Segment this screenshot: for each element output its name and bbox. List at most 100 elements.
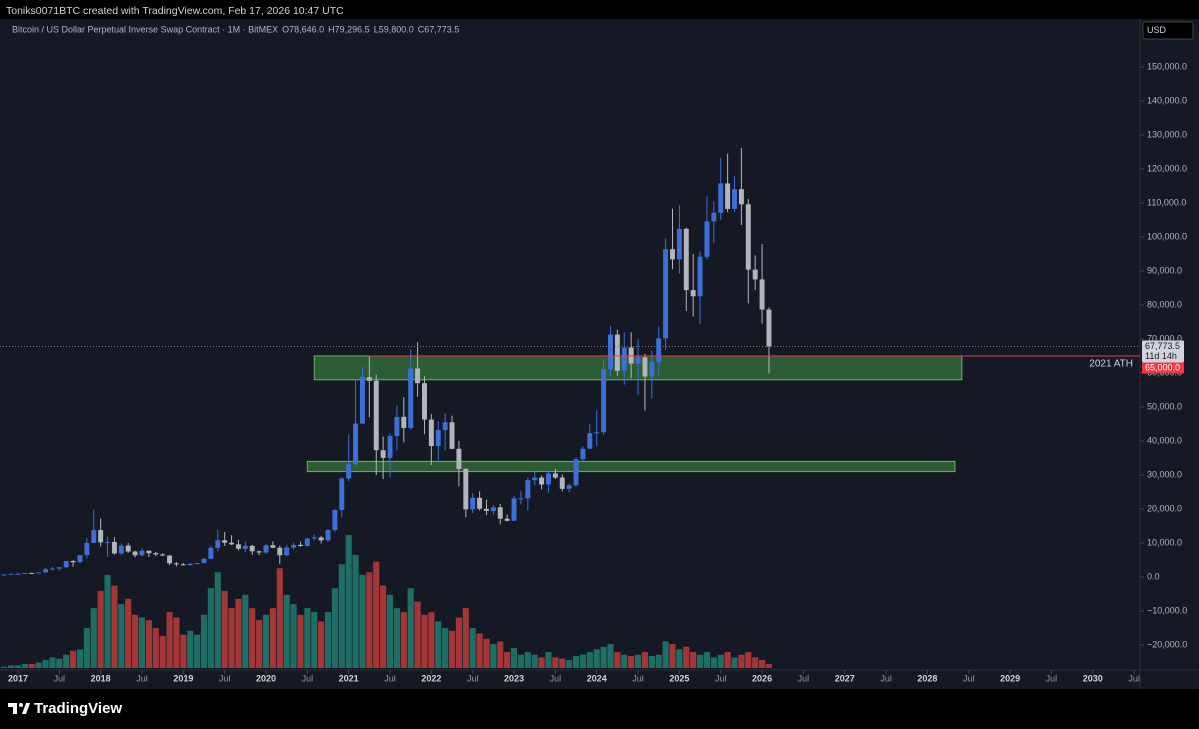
volume-bar <box>76 649 84 668</box>
candle-body <box>311 537 317 539</box>
candle-body <box>160 554 166 556</box>
candle-body <box>573 459 579 486</box>
volume-bar <box>731 657 738 668</box>
volume-bar <box>531 654 538 668</box>
candle-body <box>463 468 469 510</box>
volume-bar <box>28 664 35 668</box>
candle-body <box>401 416 407 429</box>
candle-body <box>394 416 400 437</box>
candle-body <box>277 547 283 556</box>
volume-bar <box>462 608 469 668</box>
volume-bar <box>559 658 566 668</box>
candle-body <box>339 478 345 511</box>
candle-body <box>256 551 262 553</box>
candle-body <box>201 558 207 564</box>
volume-bar <box>648 656 655 668</box>
candle-body <box>111 541 117 554</box>
volume-bar <box>614 652 621 668</box>
x-tick-label: Jul <box>54 673 66 683</box>
candle-body <box>49 568 55 570</box>
candle-body <box>614 334 620 371</box>
volume-bar <box>710 657 717 668</box>
x-tick-label: 2024 <box>587 673 607 683</box>
candle-body <box>745 204 751 270</box>
candle-body <box>297 544 303 546</box>
volume-bar <box>621 654 628 668</box>
volume-bar <box>331 588 338 668</box>
y-tick-label: −20,000.0 <box>1147 639 1187 649</box>
volume-bar <box>56 658 63 668</box>
volume-bar <box>455 617 463 668</box>
candle-body <box>580 448 586 460</box>
x-tick-label: 2018 <box>91 673 111 683</box>
volume-bar <box>187 630 194 668</box>
volume-bar <box>304 608 311 668</box>
level-annotation: 2021 ATH <box>1089 359 1133 370</box>
x-tick-label: 2025 <box>669 673 689 683</box>
volume-bar <box>566 660 573 668</box>
candle-body <box>36 572 42 574</box>
volume-bar <box>414 601 421 668</box>
candle-body <box>353 423 359 465</box>
volume-bar <box>469 628 476 668</box>
volume-bar <box>545 652 552 668</box>
volume-bar <box>497 641 504 668</box>
candle-body <box>642 357 648 377</box>
volume-bar <box>400 612 407 668</box>
volume-bar <box>366 572 373 668</box>
candle-body <box>387 436 393 458</box>
volume-bar <box>152 628 159 668</box>
volume-bar <box>393 608 400 668</box>
ohlc-label: L59,800.0 <box>374 24 414 34</box>
y-tick-label: −10,000.0 <box>1147 605 1187 615</box>
volume-bar <box>696 654 704 668</box>
candle-body <box>725 183 731 209</box>
volume-bar <box>8 665 15 668</box>
candle-body <box>718 183 724 213</box>
candle-body <box>194 563 200 565</box>
candle-body <box>373 380 379 451</box>
last-price-label: 67,773.5 <box>1145 341 1180 351</box>
volume-bar <box>504 652 511 668</box>
y-tick-label: 70,000.0 <box>1147 333 1182 343</box>
x-tick-label: 2030 <box>1083 673 1103 683</box>
volume-bar <box>386 594 394 668</box>
y-tick-label: 40,000.0 <box>1147 435 1182 445</box>
candle-body <box>766 309 772 347</box>
candle-body <box>8 573 14 575</box>
volume-bar <box>359 574 366 668</box>
candle-body <box>704 221 710 257</box>
candle-body <box>77 555 83 563</box>
volume-bar <box>607 644 614 668</box>
volume-bar <box>318 621 325 668</box>
volume-bar <box>662 641 669 668</box>
candle-body <box>1 574 7 576</box>
volume-bar <box>90 608 97 668</box>
volume-bar <box>1 666 8 668</box>
candle-body <box>29 572 35 574</box>
candle-body <box>63 561 69 568</box>
volume-bar <box>703 652 711 668</box>
x-tick-label: 2026 <box>752 673 772 683</box>
x-tick-label: 2027 <box>835 673 855 683</box>
candle-body <box>587 433 593 449</box>
x-tick-label: Jul <box>1046 673 1058 683</box>
volume-bar <box>442 628 449 668</box>
y-tick-label: 90,000.0 <box>1147 265 1182 275</box>
volume-bar <box>221 590 228 668</box>
y-tick-label: 20,000.0 <box>1147 503 1182 513</box>
volume-bar <box>297 614 304 668</box>
volume-bar <box>490 644 497 668</box>
candle-body <box>546 473 551 485</box>
x-tick-label: 2019 <box>173 673 193 683</box>
candle-body <box>539 477 545 485</box>
volume-bar <box>717 654 724 668</box>
candle-body <box>504 518 510 521</box>
candle-body <box>408 368 414 429</box>
candle-body <box>180 564 186 566</box>
candle-body <box>359 377 365 424</box>
volume-bar <box>14 665 22 668</box>
x-tick-label: Jul <box>963 673 975 683</box>
zone <box>306 460 956 473</box>
